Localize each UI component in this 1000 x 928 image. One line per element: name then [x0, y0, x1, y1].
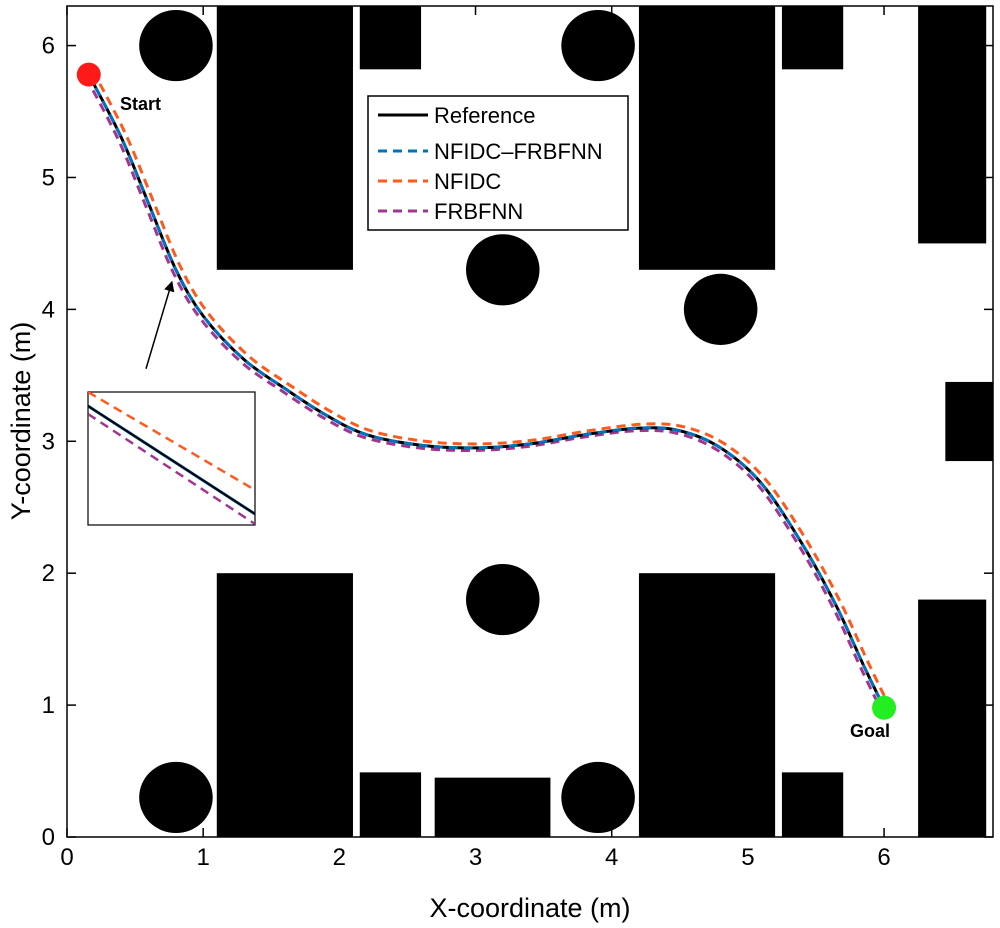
x-axis-label: X-coordinate (m)	[429, 893, 630, 923]
y-tick-label: 5	[42, 164, 55, 191]
x-tick-label: 6	[877, 844, 890, 871]
obstacle-circle-5	[465, 563, 540, 636]
x-tick-label: 1	[196, 844, 209, 871]
y-tick-label: 3	[42, 428, 55, 455]
x-tick-label: 2	[333, 844, 346, 871]
x-tick-label: 4	[605, 844, 618, 871]
obstacle-rect-2	[359, 6, 422, 70]
inset-line-frbfnn	[88, 412, 255, 525]
inset-zoom	[87, 391, 256, 526]
obstacle-rect-10	[638, 573, 776, 837]
trajectories	[84, 69, 890, 712]
legend: Reference NFIDC–FRBFNN NFIDC FRBFNN	[367, 95, 629, 231]
y-tick-label: 1	[42, 692, 55, 719]
obstacle-rect-12	[918, 599, 987, 837]
x-tick-label: 3	[469, 844, 482, 871]
goal-marker	[872, 695, 897, 720]
obstacle-rect-9	[434, 777, 551, 837]
obstacle-circle-7	[561, 761, 635, 834]
axes-frame	[66, 5, 994, 838]
legend-label-nfidc-frbfnn: NFIDC–FRBFNN	[434, 139, 603, 164]
series-line-nfidc-frbfnn	[87, 73, 886, 709]
obstacle-rect-4	[781, 6, 844, 70]
obstacle-circle-6	[139, 761, 213, 834]
x-tick-label: 5	[741, 844, 754, 871]
start-label: Start	[120, 94, 161, 114]
y-tick-label: 4	[42, 296, 55, 323]
series-line-frbfnn	[84, 76, 883, 712]
goal-label: Goal	[850, 721, 890, 741]
obstacle-rect-6	[945, 381, 993, 462]
y-tick-label: 2	[42, 560, 55, 587]
obstacle-rect-1	[216, 6, 353, 270]
start-marker	[76, 62, 101, 87]
obstacle-rect-7	[216, 573, 353, 837]
start-goal-markers	[76, 62, 897, 720]
y-tick-label: 0	[42, 824, 55, 851]
obstacle-circle-1	[139, 9, 213, 82]
obstacle-rect-8	[359, 772, 422, 837]
inset-arrow	[145, 280, 175, 369]
legend-label-reference: Reference	[434, 103, 536, 128]
legend-box	[367, 95, 629, 231]
axis-ticks: 0 1 2 3 4 5 6 0 1 2 3 4 5 6	[42, 6, 993, 871]
obstacle-rect-3	[638, 6, 776, 270]
obstacles	[139, 6, 993, 837]
y-tick-label: 6	[42, 33, 55, 60]
y-axis-label: Y-coordinate (m)	[6, 322, 36, 521]
obstacle-rect-5	[918, 6, 987, 244]
legend-label-frbfnn: FRBFNN	[434, 199, 523, 224]
obstacle-circle-3	[465, 234, 540, 306]
obstacle-rect-11	[781, 772, 844, 837]
obstacle-circle-4	[683, 273, 758, 345]
legend-label-nfidc: NFIDC	[434, 169, 501, 194]
inset-line-reference	[88, 405, 255, 515]
inset-line-nfidc	[88, 392, 255, 492]
series-line-nfidc	[91, 69, 890, 705]
obstacle-circle-2	[561, 9, 635, 82]
x-tick-label: 0	[60, 844, 73, 871]
